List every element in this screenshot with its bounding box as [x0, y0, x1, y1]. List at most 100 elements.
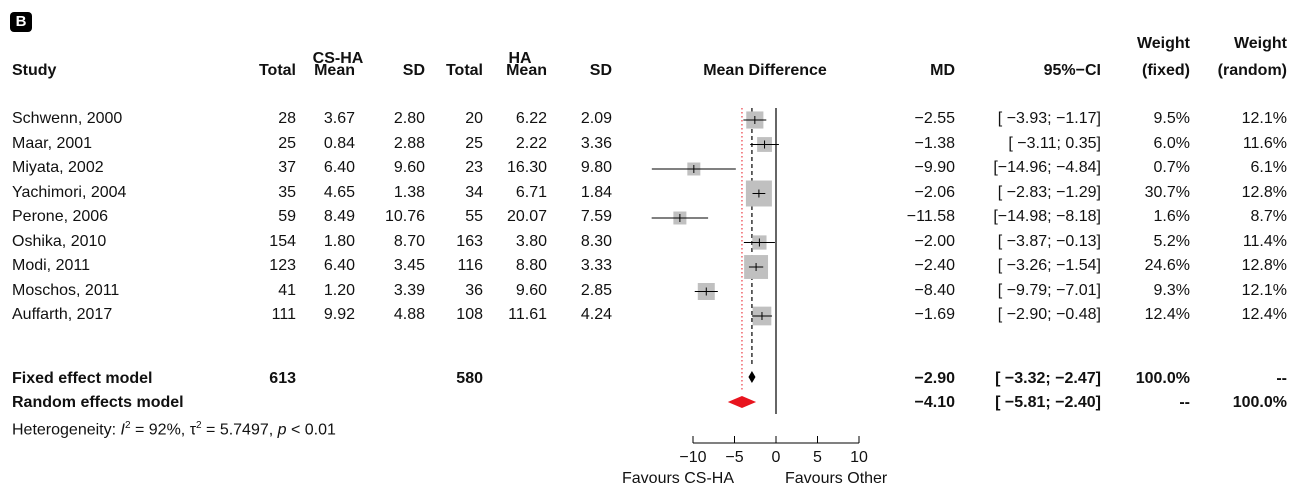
x-tick-label: 10 [850, 449, 868, 466]
row-total2: 55 [465, 208, 483, 225]
x-tick-label: 0 [772, 449, 781, 466]
row-sd2: 8.30 [580, 232, 612, 250]
row-weight-random: 12.8% [1241, 257, 1287, 274]
row-mean1: 3.67 [323, 110, 355, 127]
row-ci: [ −9.79; −7.01] [997, 281, 1101, 299]
row-ci: [ −3.11; 0.35] [1008, 134, 1101, 152]
row-sd1: 9.60 [393, 159, 425, 176]
header-sd1: SD [402, 62, 425, 79]
random-weight-random: 100.0% [1232, 394, 1287, 411]
random-label: Random effects model [12, 394, 184, 411]
row-sd2: 3.33 [580, 257, 612, 274]
row-mean1: 6.40 [323, 159, 355, 176]
fixed-diamond [748, 371, 756, 383]
row-mean2: 16.30 [506, 159, 547, 176]
row-total1: 41 [278, 281, 296, 299]
row-total2: 25 [465, 134, 483, 152]
row-sd2: 4.24 [580, 306, 612, 323]
row-study-name: Auffarth, 2017 [12, 306, 113, 323]
header-weight-random-top: Weight [1233, 35, 1287, 52]
row-total1: 59 [278, 208, 296, 225]
row-sd2: 7.59 [580, 208, 612, 225]
header-md: MD [930, 62, 955, 79]
heterogeneity-i2-value: = 92%, [130, 421, 190, 439]
row-md: −2.40 [914, 257, 955, 274]
row-mean2: 9.60 [515, 281, 547, 299]
fixed-total1: 613 [269, 370, 296, 387]
fixed-weight-random: -- [1276, 370, 1287, 387]
row-weight-fixed: 5.2% [1153, 232, 1190, 250]
row-weight-random: 12.1% [1241, 281, 1287, 299]
row-total1: 123 [269, 257, 296, 274]
row-ci: [ −3.87; −0.13] [997, 232, 1101, 250]
heterogeneity-i2: I [120, 421, 125, 439]
heterogeneity-p: p [277, 421, 287, 439]
row-mean2: 3.80 [515, 232, 547, 250]
row-sd1: 2.88 [393, 134, 425, 152]
panel-label: B [10, 12, 32, 32]
x-tick-label: 5 [813, 449, 822, 466]
row-sd1: 10.76 [384, 208, 425, 225]
row-total1: 25 [278, 134, 296, 152]
header-weight-fixed: (fixed) [1142, 62, 1190, 79]
header-mean2: Mean [506, 62, 547, 79]
row-md: −2.00 [914, 232, 955, 250]
row-sd1: 3.45 [393, 257, 425, 274]
x-tick-label: −5 [725, 449, 743, 466]
row-md: −2.55 [914, 110, 955, 127]
row-mean2: 6.71 [515, 183, 547, 201]
row-md: −1.69 [914, 306, 955, 323]
header-group1: CS-HA [312, 50, 364, 67]
row-mean1: 8.49 [323, 208, 355, 225]
row-weight-random: 12.8% [1241, 183, 1287, 201]
row-sd1: 1.38 [393, 183, 425, 201]
random-md: −4.10 [914, 394, 955, 411]
row-total1: 154 [269, 232, 296, 250]
row-md: −1.38 [914, 134, 955, 152]
row-weight-random: 11.4% [1242, 232, 1287, 250]
row-mean1: 6.40 [323, 257, 355, 274]
row-weight-random: 8.7% [1250, 208, 1287, 225]
row-sd1: 3.39 [393, 281, 425, 299]
row-sd2: 3.36 [580, 134, 612, 152]
row-study-name: Schwenn, 2000 [12, 110, 123, 127]
header-weight-random: (random) [1217, 62, 1287, 79]
header-mean-difference: Mean Difference [703, 62, 827, 79]
row-sd2: 9.80 [580, 159, 612, 176]
row-sd1: 8.70 [393, 232, 425, 250]
heterogeneity-text: Heterogeneity: I2 = 92%, τ2 = 5.7497, p … [12, 420, 336, 439]
row-weight-fixed: 24.6% [1144, 257, 1190, 274]
row-weight-random: 6.1% [1250, 159, 1287, 176]
header-study: Study [12, 62, 57, 79]
random-diamond [727, 396, 757, 408]
row-ci: [−14.96; −4.84] [993, 159, 1101, 176]
row-mean1: 9.92 [323, 306, 355, 323]
row-study-name: Oshika, 2010 [12, 232, 107, 250]
header-weight-fixed-top: Weight [1136, 35, 1190, 52]
row-total2: 23 [465, 159, 483, 176]
favours-left-label: Favours CS-HA [622, 470, 735, 487]
row-sd2: 2.85 [580, 281, 612, 299]
favours-right-label: Favours Other [785, 470, 888, 487]
heterogeneity-prefix: Heterogeneity: [12, 421, 121, 439]
row-md: −8.40 [914, 281, 955, 299]
row-mean2: 20.07 [506, 208, 547, 225]
row-weight-random: 11.6% [1242, 134, 1287, 152]
fixed-label: Fixed effect model [12, 370, 153, 387]
row-study-name: Moschos, 2011 [12, 281, 120, 299]
row-study-name: Miyata, 2002 [12, 159, 104, 176]
row-ci: [ −3.26; −1.54] [997, 257, 1101, 274]
row-weight-fixed: 9.5% [1153, 110, 1190, 127]
row-mean2: 6.22 [515, 110, 547, 127]
heterogeneity-tau-value: = 5.7497, [201, 421, 278, 439]
row-weight-fixed: 0.7% [1153, 159, 1190, 176]
row-weight-fixed: 6.0% [1153, 134, 1190, 152]
row-ci: [ −2.90; −0.48] [997, 306, 1101, 323]
row-weight-random: 12.1% [1241, 110, 1287, 127]
x-tick-label: −10 [679, 449, 706, 466]
row-weight-random: 12.4% [1241, 306, 1287, 323]
heterogeneity-p-value: < 0.01 [286, 421, 336, 439]
header-sd2: SD [589, 62, 612, 79]
row-total1: 111 [271, 306, 296, 323]
